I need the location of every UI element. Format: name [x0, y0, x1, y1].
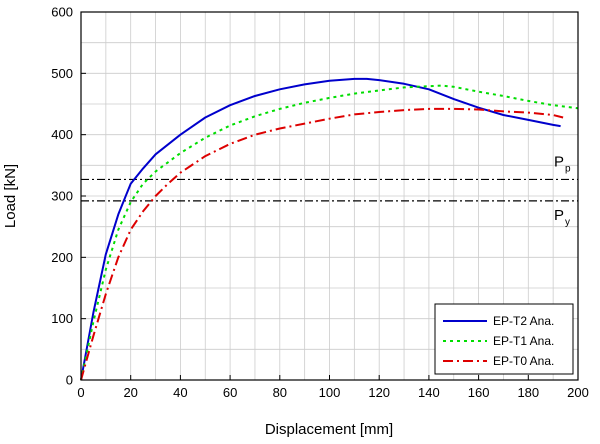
x-tick-label: 160	[468, 385, 490, 400]
reference-label-y: P	[554, 207, 564, 224]
x-tick-label: 0	[77, 385, 84, 400]
legend-label-ep-t2: EP-T2 Ana.	[493, 314, 554, 328]
y-tick-label: 300	[51, 189, 73, 204]
x-tick-label: 180	[517, 385, 539, 400]
reference-subscript-y: y	[565, 217, 570, 228]
grid	[81, 12, 578, 380]
x-tick-label: 80	[273, 385, 287, 400]
x-tick-label: 200	[567, 385, 589, 400]
reference-label-p: P	[554, 153, 564, 170]
x-tick-label: 120	[368, 385, 390, 400]
legend: EP-T2 Ana. EP-T1 Ana. EP-T0 Ana.	[434, 303, 574, 375]
y-axis-title: Load [kN]	[2, 164, 19, 228]
y-tick-label: 500	[51, 66, 73, 81]
axis-ticks: 0 20 40 60 80 100 120 140 160 180 200 0 100 200 300 400…	[51, 5, 589, 401]
legend-box	[434, 303, 574, 375]
reference-subscript-p: p	[565, 163, 571, 174]
x-axis-title: Displacement [mm]	[265, 421, 393, 438]
x-tick-label: 100	[319, 385, 341, 400]
series-line-ep-t0	[80, 107, 564, 381]
y-tick-label: 0	[66, 373, 73, 388]
y-tick-label: 100	[51, 311, 73, 326]
x-tick-label: 20	[123, 385, 137, 400]
x-tick-label: 40	[173, 385, 187, 400]
legend-label-ep-t1: EP-T1 Ana.	[493, 334, 554, 348]
series-line-ep-t2	[80, 77, 561, 381]
x-tick-label: 60	[223, 385, 237, 400]
legend-label-ep-t0: EP-T0 Ana.	[493, 354, 554, 368]
y-tick-label: 200	[51, 250, 73, 265]
y-tick-label: 600	[51, 5, 73, 20]
data-series	[80, 77, 579, 381]
x-tick-label: 140	[418, 385, 440, 400]
y-tick-label: 400	[51, 127, 73, 142]
